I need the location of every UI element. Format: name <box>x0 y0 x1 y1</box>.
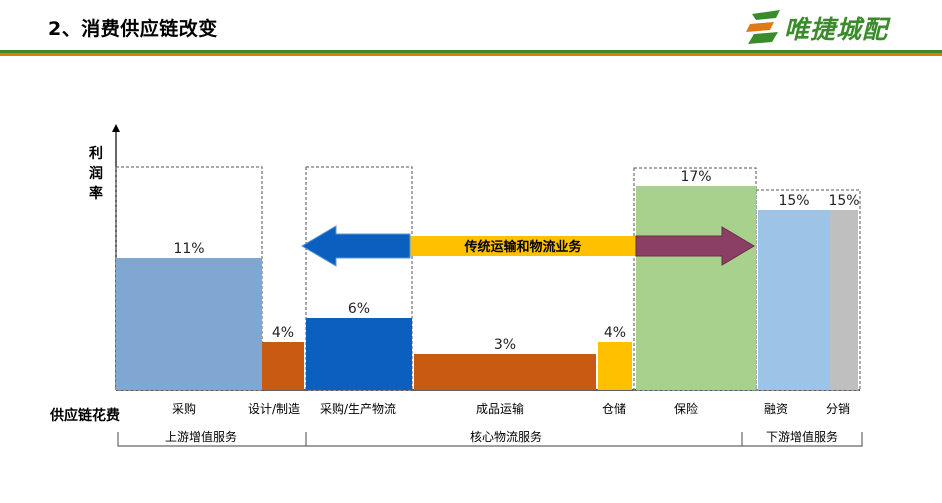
annotation-band <box>405 236 640 256</box>
y-axis-arrow <box>112 124 120 132</box>
category-label-1: 设计/制造 <box>248 402 300 416</box>
value-label-3: 3% <box>494 337 516 353</box>
bar-3 <box>414 354 596 390</box>
bar-4 <box>598 342 632 390</box>
category-label-3: 成品运输 <box>476 401 524 416</box>
value-label-6: 15% <box>778 193 809 209</box>
brand-name: 唯捷城配 <box>784 15 889 44</box>
bar-2 <box>306 318 412 390</box>
y-axis-label-char-1: 润 <box>89 165 103 182</box>
category-label-4: 仓储 <box>602 401 626 416</box>
category-label-2: 采购/生产物流 <box>320 401 396 416</box>
value-label-0: 11% <box>173 241 204 257</box>
group-label-downstream: 下游增值服务 <box>766 429 838 444</box>
bar-5 <box>636 186 756 390</box>
winged-s-logo-icon <box>746 10 780 44</box>
category-label-7: 分销 <box>826 402 850 416</box>
page-title: 2、消费供应链改变 <box>48 18 218 40</box>
bar-1 <box>262 342 304 390</box>
header-rule-orange <box>0 53 942 56</box>
x-axis-label: 供应链花费 <box>49 407 120 424</box>
bar-0 <box>116 258 262 390</box>
group-brackets <box>117 432 863 447</box>
header-rule-green <box>0 50 942 53</box>
category-label-6: 融资 <box>764 402 788 416</box>
bar-7 <box>830 210 858 390</box>
value-label-5: 17% <box>680 169 711 185</box>
bar-6 <box>758 210 830 390</box>
value-label-1: 4% <box>272 325 294 341</box>
right-arrow <box>635 226 755 266</box>
category-label-0: 采购 <box>172 401 196 416</box>
y-axis-label: 利润率 <box>89 145 103 202</box>
value-label-7: 15% <box>828 193 859 209</box>
y-axis-label-char-2: 率 <box>89 185 103 202</box>
brand-logo: 唯捷城配 <box>746 8 936 46</box>
category-label-5: 保险 <box>674 401 698 416</box>
group-label-upstream: 上游增值服务 <box>165 429 237 444</box>
group-label-core: 核心物流服务 <box>470 429 542 444</box>
y-axis-label-char-0: 利 <box>89 145 103 162</box>
value-label-4: 4% <box>604 325 626 341</box>
annotation-text: 传统运输和物流业务 <box>463 239 582 255</box>
value-label-2: 6% <box>348 301 370 317</box>
left-arrow <box>301 225 411 267</box>
